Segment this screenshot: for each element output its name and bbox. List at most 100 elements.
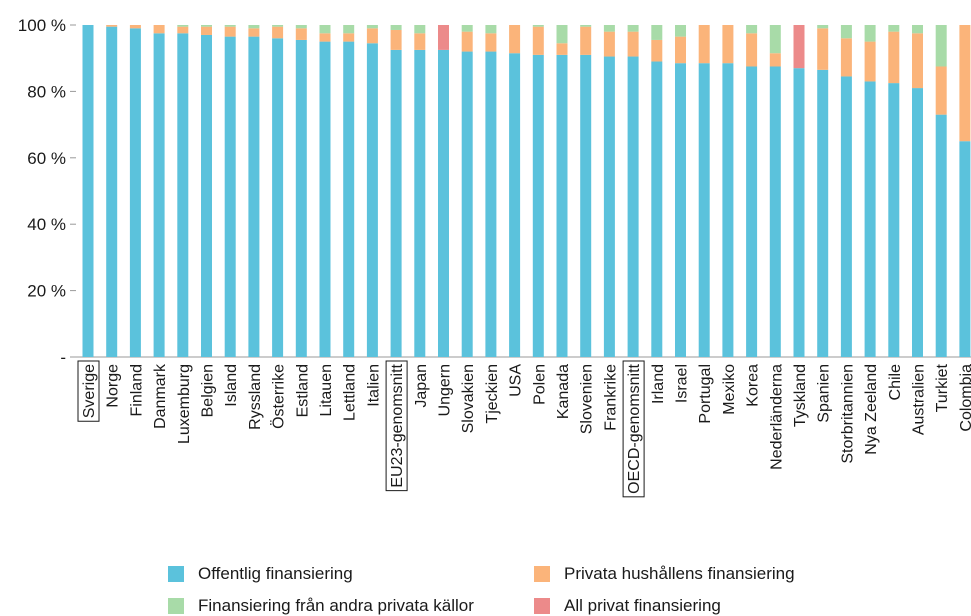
x-tick-label-group: Ungern — [437, 364, 454, 416]
x-tick-label-group: Chile — [887, 364, 904, 401]
bar-segment — [556, 43, 568, 55]
bar-segment — [509, 53, 521, 357]
x-tick-label-group: Colombia — [958, 364, 971, 432]
bar-segment — [106, 25, 118, 27]
bar-segment — [675, 25, 686, 37]
x-tick-label: Israel — [674, 364, 691, 403]
bar-segment — [651, 39, 663, 62]
category-labels: Sverige Norge Finland Danmark Luxemburg Belgi… — [77, 360, 971, 498]
y-tick-label: 40 % — [27, 215, 66, 234]
x-tick-label-group: OECD-genomsnitt — [622, 360, 645, 498]
x-tick-label-group: Luxemburg — [176, 364, 193, 444]
x-tick-label-group: Tjeckien — [484, 364, 501, 424]
x-tick-label: Belgien — [200, 364, 217, 417]
bar-segment — [912, 88, 923, 357]
bar-segment — [746, 25, 758, 34]
highlight-box — [77, 360, 100, 422]
bars — [82, 25, 971, 358]
bar-segment — [366, 25, 378, 29]
x-tick-label: Nya Zeeland — [863, 364, 880, 455]
bar-segment — [224, 36, 236, 358]
bar-segment — [343, 25, 355, 34]
x-tick-label: Korea — [745, 364, 762, 407]
x-tick-label: Slovenien — [579, 364, 596, 434]
bar-segment — [935, 66, 947, 115]
y-tick-label: 20 % — [27, 282, 66, 301]
bar-segment — [366, 43, 378, 357]
x-tick-label: EU23-genomsnitt — [389, 363, 406, 487]
bar-segment — [864, 81, 876, 357]
y-tick-label: 80 % — [27, 82, 66, 101]
legend-label: All privat finansiering — [564, 596, 721, 615]
y-tick-label: - — [60, 348, 66, 367]
x-tick-label: Danmark — [152, 363, 169, 429]
legend-item-andra-privata: Finansiering från andra privata källor — [168, 596, 474, 616]
bar-segment — [177, 25, 189, 27]
x-tick-label-group: Slovenien — [579, 364, 596, 434]
bar-segment — [224, 25, 236, 27]
bar-segment — [935, 25, 947, 67]
highlight-box — [385, 360, 408, 492]
bar-segment — [153, 25, 165, 34]
x-tick-label-group: Slovakien — [460, 364, 477, 433]
x-tick-label: Norge — [105, 364, 122, 408]
bar-segment — [201, 34, 212, 358]
x-tick-label-group: Tyskland — [792, 364, 809, 427]
x-tick-label-group: Danmark — [152, 363, 169, 429]
x-tick-label-group: Australien — [911, 364, 928, 435]
bar-segment — [580, 54, 592, 357]
legend-swatch — [168, 566, 184, 582]
bar-segment — [343, 33, 355, 42]
x-tick-label: Japan — [413, 364, 430, 408]
bar-segment — [461, 31, 473, 52]
x-tick-label-group: Turkiet — [934, 363, 951, 412]
x-tick-label: Finland — [128, 364, 145, 416]
bar-segment — [959, 141, 971, 357]
bar-segment — [319, 41, 331, 357]
bar-segment — [627, 56, 639, 357]
bar-segment — [248, 28, 260, 37]
x-tick-label-group: Polen — [531, 364, 548, 405]
bar-segment — [485, 33, 497, 52]
bar-segment — [248, 25, 260, 29]
bar-segment — [414, 33, 426, 50]
x-tick-label-group: Japan — [413, 364, 430, 408]
bar-segment — [817, 25, 829, 29]
bar-segment — [177, 26, 189, 34]
bar-segment — [722, 63, 734, 358]
x-tick-label-group: Mexiko — [721, 364, 738, 415]
x-tick-label-group: Spanien — [816, 364, 833, 423]
bar-segment — [438, 25, 449, 50]
x-tick-label: Frankrike — [602, 364, 619, 431]
bar-segment — [746, 66, 758, 357]
bar-segment — [698, 25, 710, 64]
bar-segment — [959, 25, 971, 142]
x-tick-label: Ungern — [437, 364, 454, 416]
bar-segment — [746, 33, 758, 67]
x-tick-label: Litauen — [318, 364, 335, 417]
x-tick-label: Turkiet — [934, 363, 951, 412]
x-tick-label: OECD-genomsnitt — [626, 363, 643, 493]
x-tick-label: Ryssland — [247, 364, 264, 430]
bar-segment — [390, 49, 402, 358]
bar-segment — [272, 25, 284, 27]
bar-segment — [272, 26, 284, 39]
bar-segment — [627, 25, 639, 32]
x-tick-label-group: EU23-genomsnitt — [385, 360, 408, 492]
x-tick-label: Chile — [887, 364, 904, 401]
x-tick-label-group: Norge — [105, 364, 122, 408]
bar-segment — [651, 25, 663, 40]
x-tick-label: Australien — [911, 364, 928, 435]
bar-segment — [651, 61, 663, 358]
legend-label: Privata hushållens finansiering — [564, 564, 795, 583]
bar-segment — [272, 38, 284, 357]
bar-segment — [295, 39, 307, 357]
bar-segment — [912, 25, 923, 34]
bar-segment — [461, 51, 473, 358]
x-tick-label-group: Nya Zeeland — [863, 364, 880, 455]
legend-swatch — [168, 598, 184, 614]
bar-segment — [509, 25, 521, 54]
bar-segment — [366, 28, 378, 44]
bar-segment — [675, 36, 686, 64]
y-tick-label: 100 % — [18, 16, 66, 35]
